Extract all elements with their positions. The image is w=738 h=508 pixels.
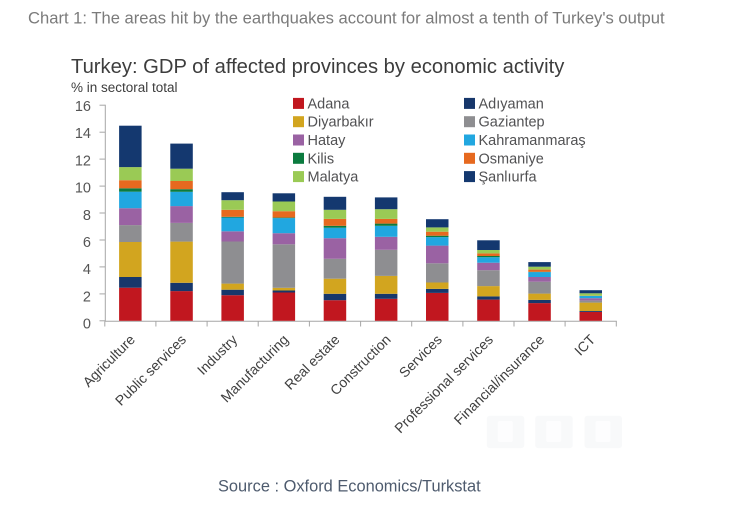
- svg-text:Chart 1: The areas hit by the: Chart 1: The areas hit by the earthquake…: [28, 9, 665, 28]
- svg-text:Diyarbakır: Diyarbakır: [308, 115, 374, 131]
- svg-text:Turkey: GDP of affected provin: Turkey: GDP of affected provinces by eco…: [71, 56, 565, 78]
- svg-text:Adana: Adana: [308, 96, 351, 112]
- svg-text:% in sectoral total: % in sectoral total: [71, 80, 178, 95]
- svg-text:10: 10: [75, 181, 91, 197]
- svg-text:Kahramanmaraş: Kahramanmaraş: [479, 133, 586, 149]
- svg-text:Malatya: Malatya: [308, 170, 360, 186]
- svg-text:0: 0: [83, 317, 91, 333]
- svg-text:Adıyaman: Adıyaman: [479, 96, 544, 112]
- svg-text:8: 8: [83, 208, 91, 224]
- svg-text:12: 12: [75, 153, 91, 169]
- svg-text:Şanlıurfa: Şanlıurfa: [479, 170, 538, 186]
- svg-text:6: 6: [83, 235, 91, 251]
- svg-text:Gaziantep: Gaziantep: [479, 115, 545, 131]
- svg-text:Kilis: Kilis: [308, 151, 335, 167]
- svg-text:Hatay: Hatay: [308, 133, 347, 149]
- svg-text:Source : Oxford Economics/Turk: Source : Oxford Economics/Turkstat: [218, 478, 481, 496]
- svg-text:2: 2: [83, 289, 91, 305]
- svg-text:Osmaniye: Osmaniye: [479, 151, 544, 167]
- svg-text:4: 4: [83, 262, 91, 278]
- svg-text:14: 14: [75, 126, 91, 142]
- svg-text:16: 16: [75, 99, 91, 115]
